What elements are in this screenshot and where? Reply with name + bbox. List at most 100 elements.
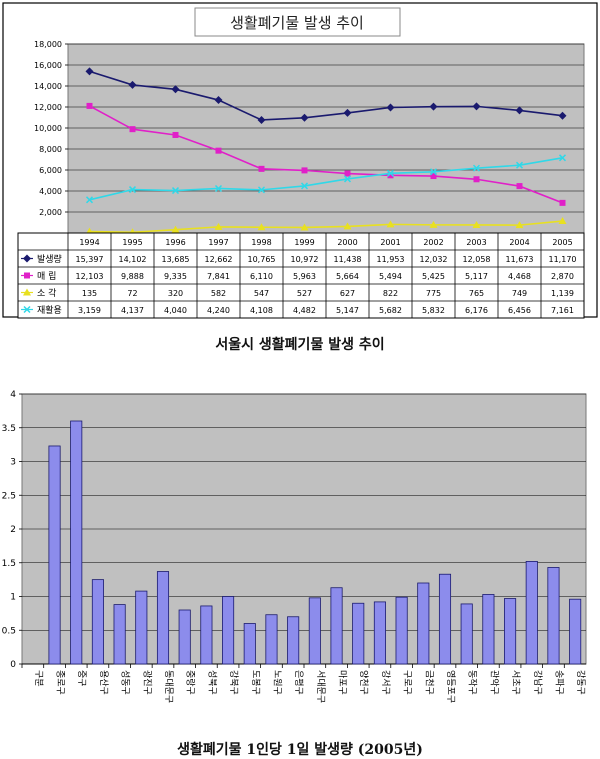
chart1-point-0 [429,102,438,111]
chart1-data-label: 12,058 [463,255,491,264]
chart2-bar [547,567,560,665]
chart2-x-tick-label: 관악구 [488,670,500,695]
chart1-point-0 [515,106,524,115]
chart1-data-label: 13,685 [162,255,190,264]
chart2-bar [91,579,104,665]
chart2-x-tick-label: 노원구 [271,670,282,695]
chart1-legend-label: 발생량 [37,253,62,265]
chart1-y-tick-label: 6,000 [39,166,62,175]
chart1-legend-label: 매 립 [37,271,56,282]
chart2-bar [352,602,365,665]
chart2-x-tick-label: 성북구 [206,670,217,695]
chart2-bar [70,420,83,665]
chart1-data-label: 15,397 [76,255,104,264]
chart1-data-label: 5,117 [465,272,488,281]
chart2-bar [482,594,495,665]
chart1-point-2 [558,217,567,225]
chart1-point-1 [129,126,136,133]
chart2-x-tick-label: 광진구 [141,670,153,695]
chart1-title-box [194,7,401,37]
chart1-series-line-0 [89,70,563,121]
chart1-point-3 [128,186,137,194]
chart1-point-0 [386,103,395,112]
chart1-data-label: 775 [426,289,441,298]
chart2-x-tick-label: 동작구 [467,670,478,695]
chart2-x-tick-label: 구분 [33,670,44,687]
chart1-x-label: 2002 [423,238,443,247]
chart1-data-label: 14,102 [119,255,147,264]
chart1-legend-label: 소 각 [37,287,56,299]
chart1-data-label: 765 [469,289,484,298]
chart2-bar [330,587,343,665]
chart1-point-1 [473,176,480,183]
chart2-x-tick-label: 중랑구 [185,670,197,695]
chart1-data-label: 7,161 [551,306,574,315]
chart2-bar [243,623,256,665]
chart1-data-label: 5,494 [379,272,402,281]
chart1-data-table [17,232,585,319]
chart2-bar [504,598,517,665]
chart1-y-tick-label: 14,000 [34,82,62,91]
chart2-bar [135,590,148,665]
chart2-bar [460,603,473,665]
chart2-x-tick-label: 은평구 [293,670,304,695]
chart1-data-label: 582 [211,289,226,298]
chart2-x-tick-label: 용산구 [98,670,109,695]
chart1-y-tick-label: 10,000 [34,124,62,133]
chart1-data-label: 320 [168,289,183,298]
chart1-x-label: 1995 [122,238,142,247]
chart2-bar [265,614,278,665]
chart2-bar [287,616,300,665]
chart1-x-label: 2000 [337,238,357,247]
chart1-point-1 [258,165,265,172]
chart1-point-0 [257,115,266,124]
chart1-data-label: 11,673 [506,255,534,264]
chart1-data-label: 12,032 [420,255,448,264]
chart2-bar [48,445,61,665]
chart1-data-label: 12,662 [205,255,233,264]
chart1-point-3 [85,196,94,204]
chart1-data-label: 10,972 [291,255,319,264]
chart2-bar [373,601,386,665]
chart1-point-3 [515,161,524,169]
chart1-data-label: 4,137 [121,306,144,315]
chart1-x-label: 1996 [165,238,185,247]
chart1-data-label: 12,103 [76,272,104,281]
chart2-y-tick-label: 1 [10,593,16,603]
chart2-bar [200,605,213,665]
chart2-caption: 생활폐기물 1인당 1일 발생량 (2005년) [177,742,423,758]
chart2-x-tick-label: 금천구 [423,670,434,695]
chart2-y-tick-label: 0.5 [2,626,16,636]
chart1-point-2 [214,222,223,230]
chart1-point-1 [172,131,179,138]
chart1-point-0 [171,85,180,94]
chart1-data-label: 6,110 [250,272,273,281]
chart1-data-label: 5,425 [422,272,445,281]
chart1-point-3 [558,154,567,162]
chart1-x-label: 2004 [509,238,529,247]
chart1-data-label: 4,468 [508,272,531,281]
chart1-y-tick-label: 16,000 [34,61,62,70]
chart2-x-tick-label: 서대문구 [315,670,326,703]
chart1-series-line-2 [89,220,563,234]
chart2-y-tick-label: 3 [10,458,16,468]
per-capita-bar-chart: 0 0.5 1 1.5 2 2.5 3 3.5 4 구분 종로구 중구 용산구 성동구 광진구 동대문구 중랑구… [2,390,587,703]
chart2-bar [438,573,452,665]
chart1-data-label: 749 [512,289,527,298]
chart1-point-1 [86,102,93,109]
chart2-bar [222,596,235,665]
chart2-bar [178,609,191,665]
chart2-x-tick-label: 종로구 [55,670,66,695]
chart2-y-tick-label: 2 [10,525,16,535]
chart1-data-label: 547 [254,289,269,298]
chart1-x-label: 1999 [294,238,314,247]
chart1-data-label: 627 [340,289,355,298]
chart2-bar [417,582,430,665]
chart1-point-0 [214,96,223,105]
chart1-data-label: 5,682 [379,306,402,315]
chart1-caption: 서울시 생활폐기물 발생 추이 [215,337,385,353]
chart2-bar [395,596,408,665]
chart1-point-1 [215,147,222,154]
chart1-data-label: 9,335 [164,272,187,281]
chart1-plot-area [67,43,585,234]
